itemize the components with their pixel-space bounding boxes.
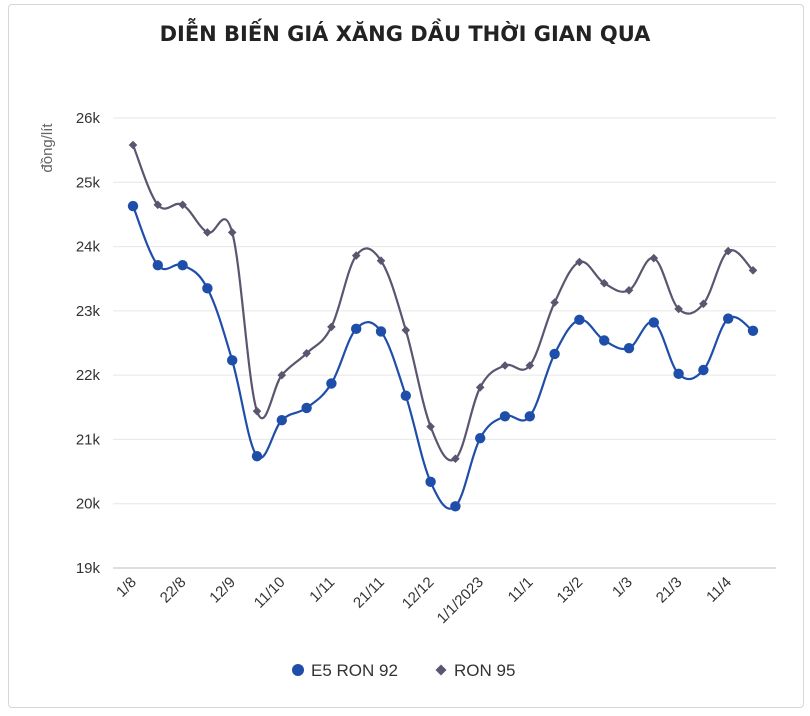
data-point-ron-95 <box>128 140 138 150</box>
legend-label-ron-95: RON 95 <box>454 661 515 680</box>
legend-label-e5-ron-92: E5 RON 92 <box>311 661 398 680</box>
y-tick-label: 25k <box>76 174 101 191</box>
data-point-e5-ron-92 <box>599 335 610 346</box>
data-point-e5-ron-92 <box>450 501 461 512</box>
data-point-ron-95 <box>302 348 311 358</box>
data-point-e5-ron-92 <box>648 317 659 328</box>
data-point-e5-ron-92 <box>375 326 387 337</box>
data-point-ron-95 <box>376 256 386 266</box>
x-tick-label: 1/11 <box>306 574 338 606</box>
x-tick-label: 12/12 <box>399 574 438 613</box>
data-point-e5-ron-92 <box>326 378 337 389</box>
data-point-ron-95 <box>475 383 485 392</box>
data-point-e5-ron-92 <box>524 411 535 422</box>
data-point-ron-95 <box>252 406 262 416</box>
data-point-ron-95 <box>203 228 212 237</box>
y-tick-label: 22k <box>76 367 101 384</box>
data-point-ron-95 <box>575 257 584 267</box>
x-tick-label: 13/2 <box>554 574 587 607</box>
legend-marker-e5-ron-92 <box>292 664 304 676</box>
data-point-e5-ron-92 <box>276 414 287 426</box>
y-axis-label: đồng/lít <box>39 123 56 173</box>
x-tick-label: 21/11 <box>350 574 388 612</box>
data-point-e5-ron-92 <box>723 313 734 324</box>
data-point-e5-ron-92 <box>127 200 139 212</box>
data-point-ron-95 <box>178 200 187 210</box>
data-point-ron-95 <box>351 251 361 260</box>
x-tick-label: 1/8 <box>113 574 140 601</box>
x-tick-label: 11/4 <box>703 574 735 606</box>
data-point-e5-ron-92 <box>499 411 511 422</box>
y-tick-label: 26k <box>76 110 101 127</box>
data-point-e5-ron-92 <box>351 323 362 335</box>
data-point-e5-ron-92 <box>549 348 560 360</box>
data-point-ron-95 <box>426 422 435 431</box>
legend-marker-ron-95 <box>435 664 447 676</box>
data-point-e5-ron-92 <box>227 355 238 366</box>
data-point-e5-ron-92 <box>301 402 312 414</box>
series-lines <box>131 144 754 510</box>
data-point-ron-95 <box>525 361 535 370</box>
data-point-ron-95 <box>153 200 163 210</box>
data-point-e5-ron-92 <box>475 432 486 444</box>
x-tick-labels: 1/8 22/8 12/9 11/10 1/11 21/11 12/121/1/2023 11… <box>113 574 735 627</box>
legend[interactable]: E5 RON 92 RON 95 <box>292 661 515 680</box>
series-markers <box>127 140 759 512</box>
chart-title: DIỄN BIẾN GIÁ XĂNG DẦU THỜI GIAN QUA <box>160 18 652 46</box>
data-point-e5-ron-92 <box>251 450 263 462</box>
x-tick-label: 11/1 <box>505 574 537 606</box>
data-point-e5-ron-92 <box>673 368 684 380</box>
data-point-ron-95 <box>674 304 683 314</box>
data-point-ron-95 <box>748 266 758 275</box>
data-point-e5-ron-92 <box>177 260 188 271</box>
y-tick-label: 19k <box>76 560 101 577</box>
data-point-ron-95 <box>500 361 510 370</box>
chart-frame <box>8 4 804 708</box>
data-point-e5-ron-92 <box>400 390 411 401</box>
data-point-ron-95 <box>649 253 659 263</box>
data-point-e5-ron-92 <box>574 314 585 326</box>
data-point-ron-95 <box>624 285 634 295</box>
data-point-ron-95 <box>699 299 708 309</box>
data-point-e5-ron-92 <box>623 342 635 354</box>
x-tick-label: 1/3 <box>609 574 636 601</box>
x-tick-label: 12/9 <box>206 574 239 607</box>
data-point-ron-95 <box>550 298 559 307</box>
data-point-e5-ron-92 <box>747 325 759 336</box>
y-tick-label: 24k <box>76 239 101 256</box>
data-point-e5-ron-92 <box>425 476 436 488</box>
data-point-e5-ron-92 <box>152 260 163 271</box>
data-point-ron-95 <box>451 454 460 464</box>
data-point-ron-95 <box>599 278 609 288</box>
data-point-ron-95 <box>401 325 411 335</box>
data-point-ron-95 <box>327 322 336 332</box>
data-point-ron-95 <box>227 228 237 237</box>
data-point-ron-95 <box>723 246 733 256</box>
x-tick-label: 11/10 <box>251 574 289 612</box>
x-tick-label: 21/3 <box>653 574 686 607</box>
data-point-e5-ron-92 <box>202 283 213 294</box>
grid-lines <box>113 117 776 569</box>
data-point-ron-95 <box>277 370 287 380</box>
y-tick-label: 21k <box>76 431 101 448</box>
x-tick-label: 22/8 <box>157 574 190 607</box>
data-point-e5-ron-92 <box>698 364 709 376</box>
x-tick-label: 1/1/2023 <box>434 574 487 627</box>
series-line-ron-95 <box>131 144 754 462</box>
y-tick-label: 20k <box>76 496 101 513</box>
series-line-e5-ron-92 <box>131 205 754 510</box>
y-tick-labels: 19k 20k 21k 22k 23k 24k 25k 26k <box>76 110 101 577</box>
y-tick-label: 23k <box>76 303 101 320</box>
